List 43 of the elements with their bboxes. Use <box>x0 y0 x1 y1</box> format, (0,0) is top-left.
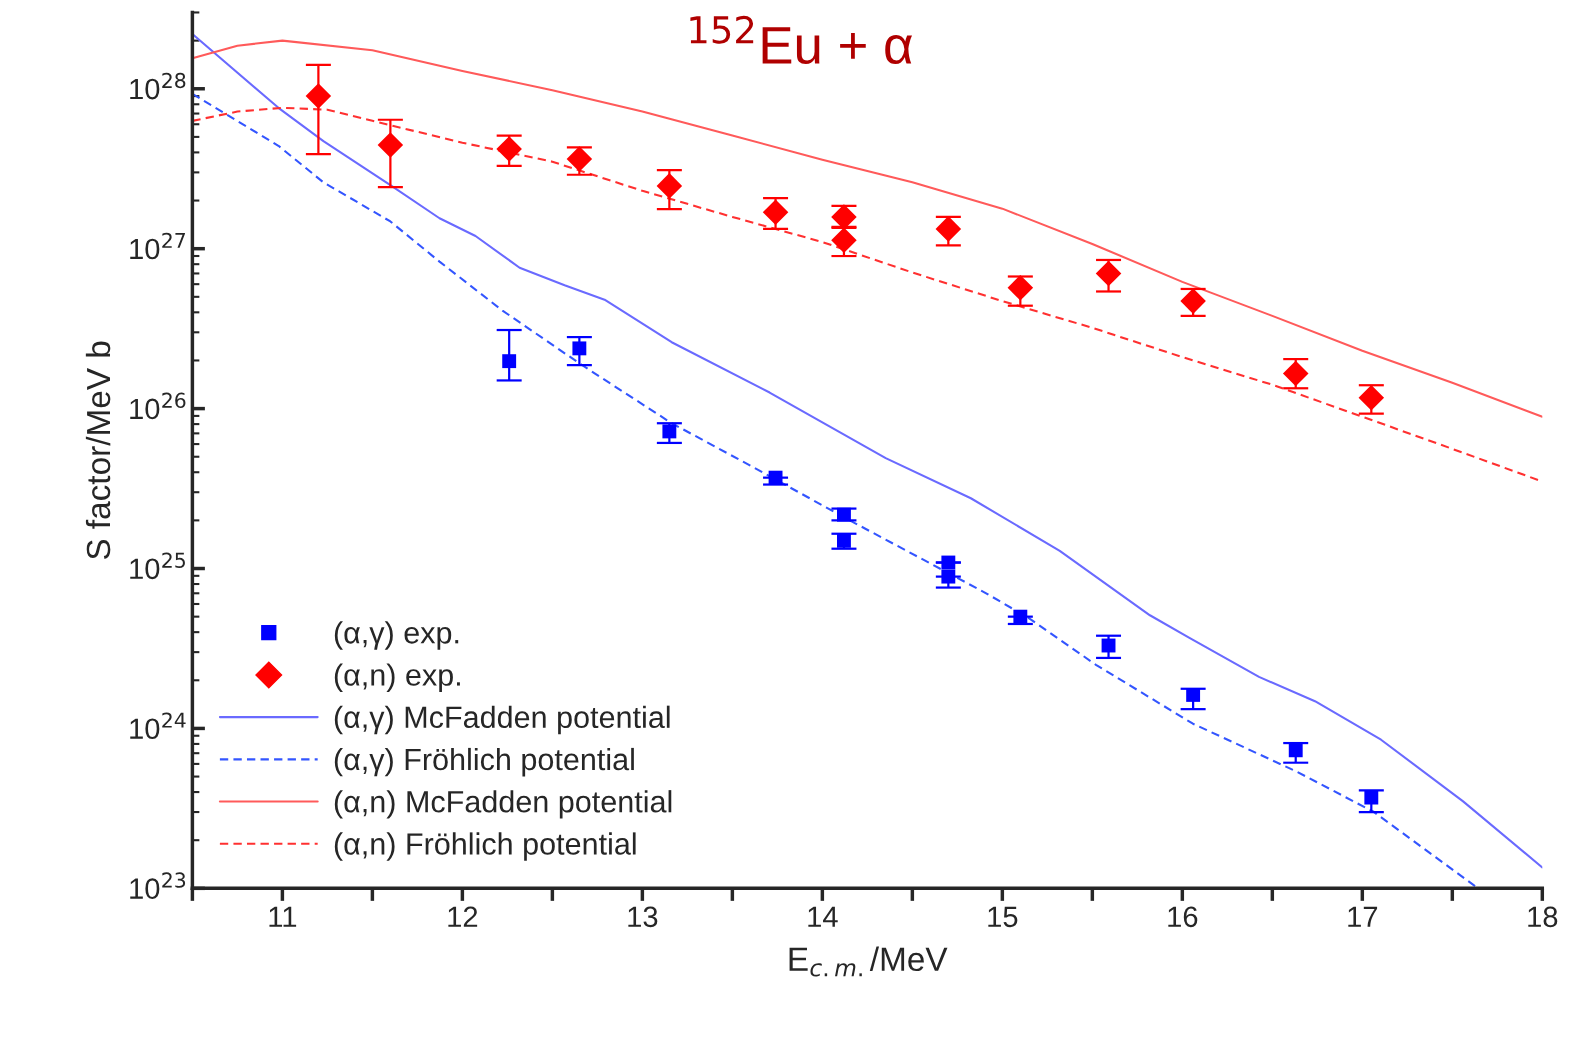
y-tick-label: 10$^{28}$ <box>130 72 186 100</box>
legend-label: (α,γ) exp. <box>334 621 459 650</box>
point <box>1364 790 1379 805</box>
point <box>1007 274 1034 301</box>
point <box>837 533 851 548</box>
legend-label: (α,n) exp. <box>334 663 460 692</box>
legend-label: (α,n) McFadden potential <box>334 790 672 819</box>
point <box>1013 609 1028 624</box>
point <box>831 227 857 253</box>
y-tick-label: 10$^{26}$ <box>130 392 186 420</box>
legend-label: (α,γ) Fröhlich potential <box>334 747 634 777</box>
x-tick-label: 17 <box>1348 906 1378 927</box>
y-tick-label: 10$^{27}$ <box>130 232 185 260</box>
point <box>941 555 956 570</box>
point <box>662 424 677 439</box>
x-tick-label: 18 <box>1528 906 1558 928</box>
point <box>941 569 956 584</box>
x-tick-label: 14 <box>808 906 838 927</box>
point <box>1186 687 1201 702</box>
y-tick-label: 10$^{24}$ <box>130 712 186 740</box>
chart-title: $^{152}$Eu + α <box>690 15 913 64</box>
x-tick-label: 11 <box>269 906 297 927</box>
legend-label: (α,n) Fröhlich potential <box>334 832 636 861</box>
point <box>1288 743 1303 758</box>
x-tick-label: 13 <box>628 906 658 928</box>
point <box>502 354 517 369</box>
point <box>572 341 587 356</box>
point <box>768 470 783 485</box>
y-tick-label: 10$^{23}$ <box>130 872 186 899</box>
point <box>377 132 404 158</box>
point <box>935 216 962 242</box>
point <box>305 83 332 109</box>
point <box>496 136 522 162</box>
x-tick-label: 16 <box>1168 906 1198 928</box>
y-tick-label: 10$^{25}$ <box>130 552 185 580</box>
point <box>837 507 851 522</box>
x-axis-title: E$_{c.m.}$/MeV <box>789 946 948 977</box>
x-tick-label: 12 <box>448 906 478 927</box>
legend-label: (α,γ) McFadden potential <box>334 705 670 735</box>
x-tick-label: 15 <box>988 906 1018 928</box>
point <box>1095 260 1122 287</box>
point <box>656 173 683 199</box>
y-axis-title: S factor/MeV b <box>85 341 111 560</box>
